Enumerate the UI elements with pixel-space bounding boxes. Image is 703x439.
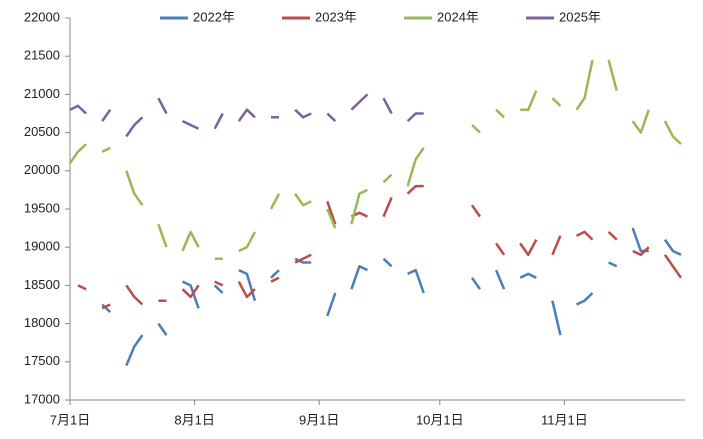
y-tick-label: 20500	[24, 124, 60, 139]
y-tick-label: 18500	[24, 277, 60, 292]
x-tick-label: 11月1日	[541, 412, 588, 427]
legend-label: 2023年	[315, 9, 357, 24]
x-tick-label: 7月1日	[50, 412, 90, 427]
y-tick-label: 20000	[24, 162, 60, 177]
x-tick-label: 9月1日	[299, 412, 339, 427]
y-tick-label: 17000	[24, 391, 60, 406]
y-tick-label: 18000	[24, 315, 60, 330]
legend-label: 2025年	[559, 9, 601, 24]
legend-label: 2024年	[437, 9, 479, 24]
y-tick-label: 21500	[24, 48, 60, 63]
y-tick-label: 17500	[24, 353, 60, 368]
y-tick-label: 22000	[24, 9, 60, 24]
x-tick-label: 8月1日	[174, 412, 214, 427]
y-tick-label: 19500	[24, 200, 60, 215]
series-line	[69, 93, 424, 138]
x-tick-label: 10月1日	[416, 412, 464, 427]
legend-label: 2022年	[193, 9, 235, 24]
y-tick-label: 21000	[24, 86, 60, 101]
y-tick-label: 19000	[24, 239, 60, 254]
series-line	[101, 227, 682, 367]
series-line	[77, 184, 683, 310]
series-line	[68, 59, 682, 260]
